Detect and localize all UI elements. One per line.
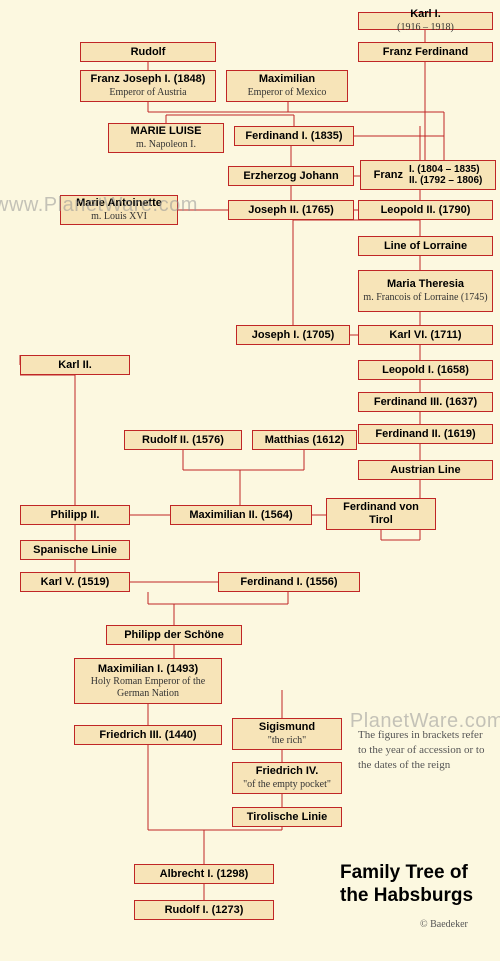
node-franz_j1: Franz Joseph I. (1848)Emperor of Austria bbox=[80, 70, 216, 102]
node-karl1: Karl I.(1916 – 1918) bbox=[358, 12, 493, 30]
node-philipp_s: Philipp der Schöne bbox=[106, 625, 242, 645]
node-maximilian_mx: MaximilianEmperor of Mexico bbox=[226, 70, 348, 102]
node-label: Joseph I. (1705) bbox=[252, 329, 335, 342]
node-ferdinand1a: Ferdinand I. (1835) bbox=[234, 126, 354, 146]
node-label: Karl VI. (1711) bbox=[389, 329, 461, 342]
node-max1: Maximilian I. (1493)Holy Roman Emperor o… bbox=[74, 658, 222, 704]
node-label: Joseph II. (1765) bbox=[248, 204, 334, 217]
node-label: Philipp der Schöne bbox=[124, 629, 224, 642]
node-rudolf: Rudolf bbox=[80, 42, 216, 62]
node-label: Sigismund bbox=[259, 721, 315, 734]
node-subtitle: m. Louis XVI bbox=[91, 211, 147, 223]
node-maria_t: Maria Theresiam. Francois of Lorraine (1… bbox=[358, 270, 493, 312]
node-joseph1: Joseph I. (1705) bbox=[236, 325, 350, 345]
node-leopold1: Leopold I. (1658) bbox=[358, 360, 493, 380]
node-rudolf2: Rudolf II. (1576) bbox=[124, 430, 242, 450]
node-label: Tirolische Linie bbox=[247, 811, 328, 824]
node-fried4: Friedrich IV."of the empty pocket" bbox=[232, 762, 342, 794]
node-subtitle: "of the empty pocket" bbox=[243, 779, 331, 791]
node-label: Albrecht I. (1298) bbox=[160, 868, 249, 881]
node-label: Franz Joseph I. (1848) bbox=[91, 73, 206, 86]
node-label: Maximilian I. (1493) bbox=[98, 663, 198, 676]
node-ferd3: Ferdinand III. (1637) bbox=[358, 392, 493, 412]
node-label: Erzherzog Johann bbox=[243, 170, 338, 183]
node-philipp2: Philipp II. bbox=[20, 505, 130, 525]
node-subtitle: (1916 – 1918) bbox=[397, 22, 454, 34]
node-label: Marie Antoinette bbox=[76, 197, 162, 210]
node-label: Karl II. bbox=[58, 359, 92, 372]
node-label: Friedrich IV. bbox=[256, 765, 319, 778]
node-rudolf1: Rudolf I. (1273) bbox=[134, 900, 274, 920]
node-subtitle: m. Francois of Lorraine (1745) bbox=[363, 292, 487, 304]
node-label: Ferdinand III. (1637) bbox=[374, 396, 477, 409]
node-label: Leopold I. (1658) bbox=[382, 364, 469, 377]
node-marie_luise: MARIE LUISEm. Napoleon I. bbox=[108, 123, 224, 153]
node-franz_12: FranzI. (1804 – 1835)II. (1792 – 1806) bbox=[360, 160, 496, 190]
node-label: Rudolf bbox=[131, 46, 166, 59]
node-label: Rudolf I. (1273) bbox=[165, 904, 244, 917]
node-ferd1b: Ferdinand I. (1556) bbox=[218, 572, 360, 592]
copyright: © Baedeker bbox=[420, 918, 468, 932]
node-karl2: Karl II. bbox=[20, 355, 130, 375]
node-matthias: Matthias (1612) bbox=[252, 430, 357, 450]
node-label: Karl I. bbox=[410, 8, 441, 21]
node-label: MARIE LUISE bbox=[131, 125, 202, 138]
node-erz_johann: Erzherzog Johann bbox=[228, 166, 354, 186]
node-label: Line of Lorraine bbox=[384, 240, 467, 253]
node-label: Maximilian II. (1564) bbox=[189, 509, 292, 522]
node-ferd_tirol: Ferdinand von Tirol bbox=[326, 498, 436, 530]
node-label: Maximilian bbox=[259, 73, 315, 86]
node-marie_ant: Marie Antoinettem. Louis XVI bbox=[60, 195, 178, 225]
node-label: Matthias (1612) bbox=[265, 434, 344, 447]
node-subtitle: "the rich" bbox=[268, 735, 306, 747]
node-austrian: Austrian Line bbox=[358, 460, 493, 480]
node-ferd2: Ferdinand II. (1619) bbox=[358, 424, 493, 444]
diagram-title: Family Tree of the Habsburgs bbox=[340, 862, 500, 908]
node-label: Spanische Linie bbox=[33, 544, 117, 557]
node-leopold2: Leopold II. (1790) bbox=[358, 200, 493, 220]
node-sigismund: Sigismund"the rich" bbox=[232, 718, 342, 750]
node-subtitle: m. Napoleon I. bbox=[136, 139, 196, 151]
node-label: Franz Ferdinand bbox=[383, 46, 469, 59]
node-label: Austrian Line bbox=[390, 464, 460, 477]
node-label: Ferdinand von Tirol bbox=[331, 501, 431, 526]
node-tirol: Tirolische Linie bbox=[232, 807, 342, 827]
node-label: Ferdinand II. (1619) bbox=[375, 428, 475, 441]
node-karl6: Karl VI. (1711) bbox=[358, 325, 493, 345]
node-label: Ferdinand I. (1835) bbox=[245, 130, 342, 143]
node-label: Ferdinand I. (1556) bbox=[240, 576, 337, 589]
node-label: Franz bbox=[374, 169, 403, 182]
node-fried3: Friedrich III. (1440) bbox=[74, 725, 222, 745]
footnote: The figures in brackets refer to the yea… bbox=[358, 728, 488, 773]
node-subtitle: Emperor of Austria bbox=[109, 87, 186, 99]
node-label: Maria Theresia bbox=[387, 278, 464, 291]
node-label: Philipp II. bbox=[51, 509, 100, 522]
node-label: Karl V. (1519) bbox=[41, 576, 110, 589]
node-subtitle: Emperor of Mexico bbox=[248, 87, 327, 99]
node-label: Friedrich III. (1440) bbox=[99, 729, 196, 742]
node-subtitle: Holy Roman Emperor of the German Nation bbox=[79, 676, 217, 699]
node-label: Leopold II. (1790) bbox=[381, 204, 471, 217]
node-span: Spanische Linie bbox=[20, 540, 130, 560]
node-franz_ferd: Franz Ferdinand bbox=[358, 42, 493, 62]
node-lorraine: Line of Lorraine bbox=[358, 236, 493, 256]
node-joseph2: Joseph II. (1765) bbox=[228, 200, 354, 220]
node-karl5: Karl V. (1519) bbox=[20, 572, 130, 592]
node-label: Rudolf II. (1576) bbox=[142, 434, 224, 447]
node-albrecht1: Albrecht I. (1298) bbox=[134, 864, 274, 884]
node-max2: Maximilian II. (1564) bbox=[170, 505, 312, 525]
